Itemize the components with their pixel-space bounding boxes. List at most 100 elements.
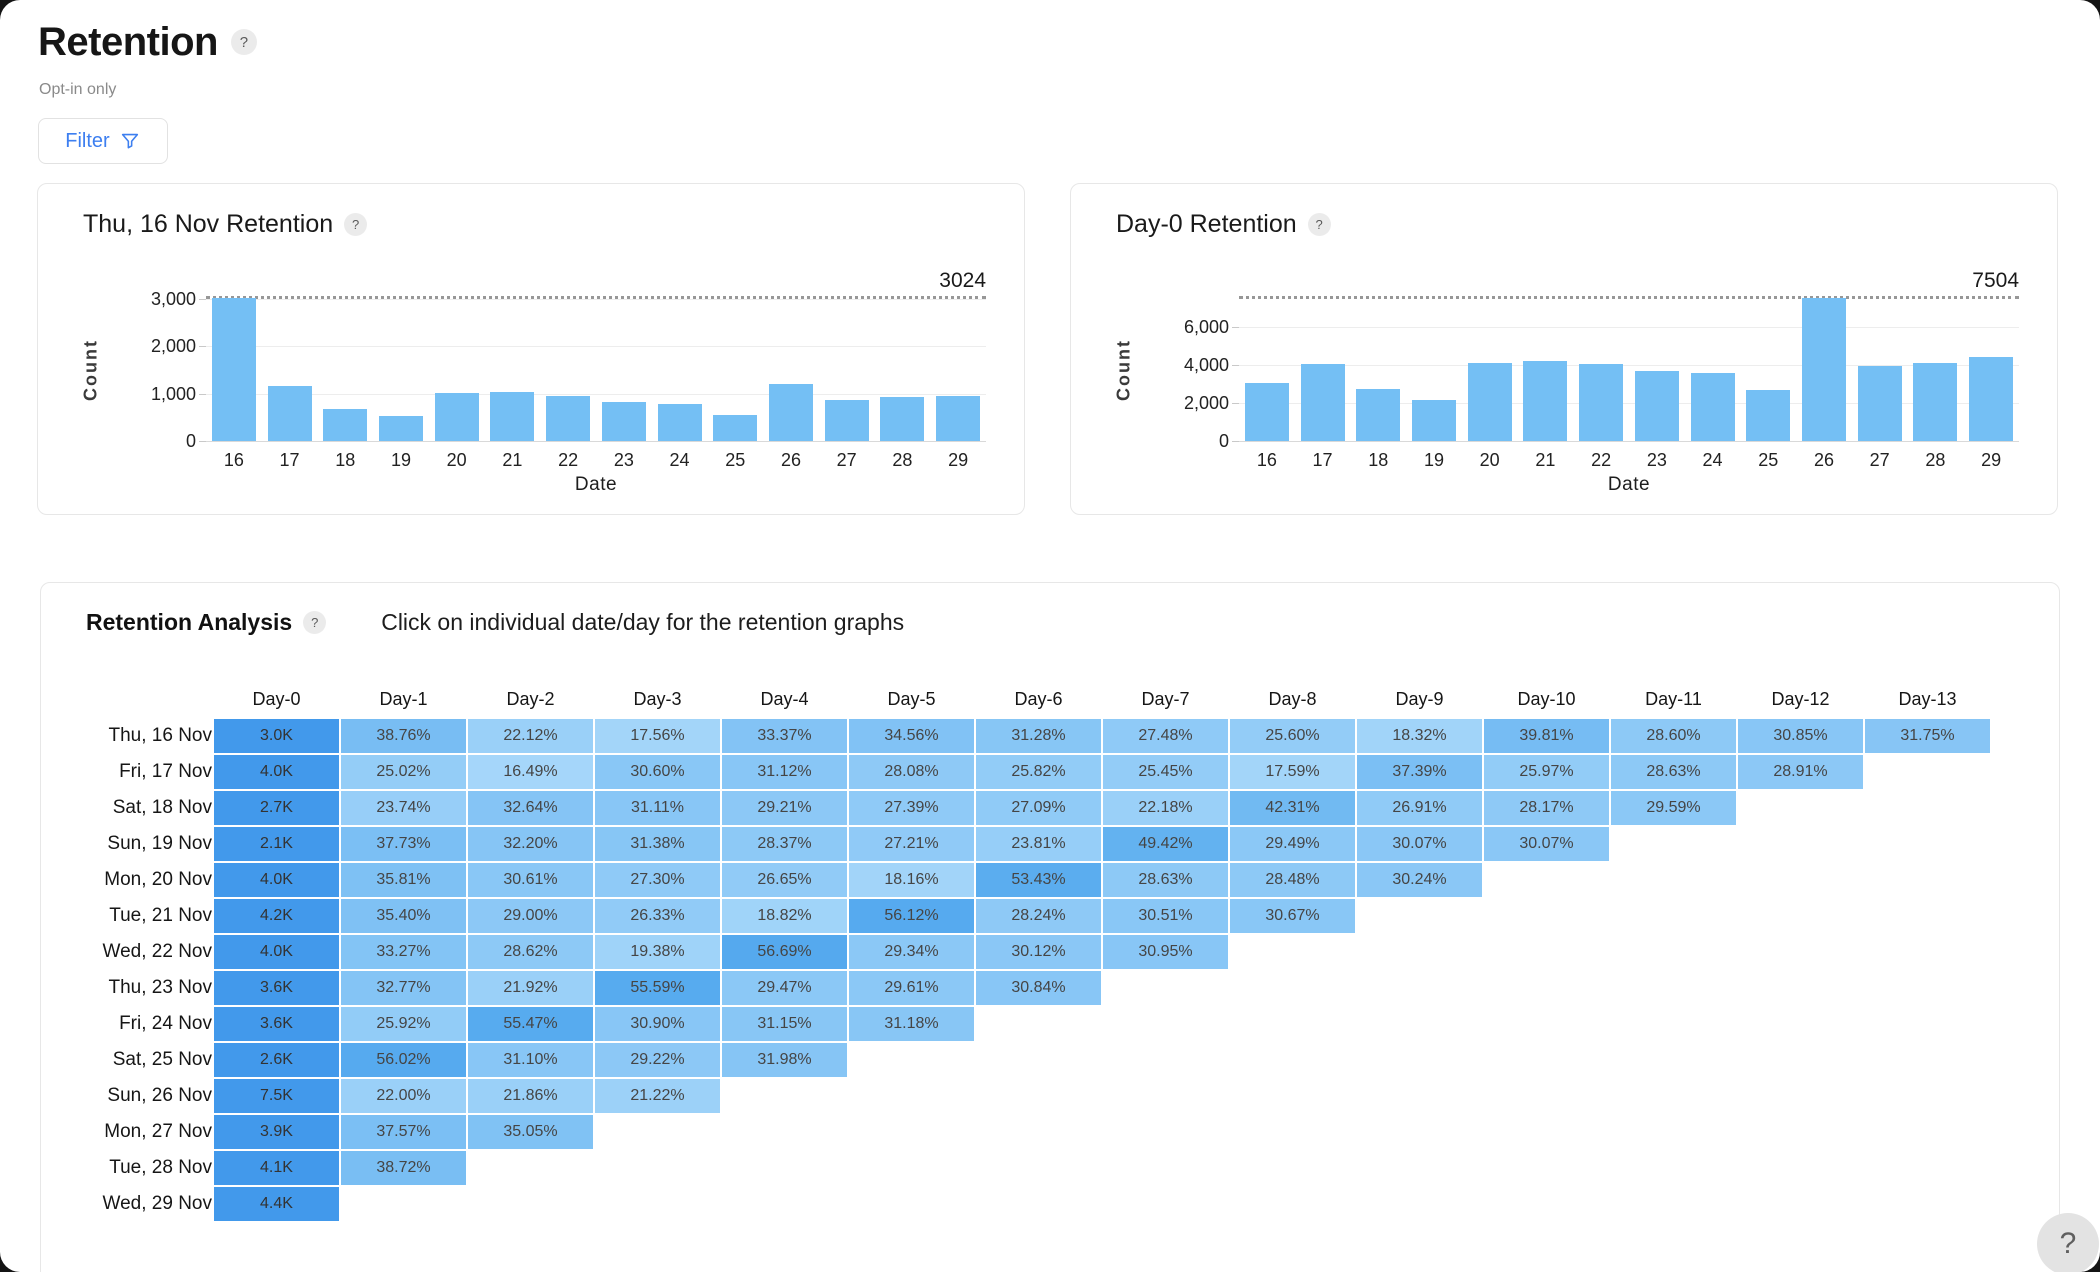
- retention-cell[interactable]: 23.81%: [976, 827, 1101, 861]
- row-label[interactable]: Tue, 21 Nov: [109, 905, 212, 926]
- retention-cell[interactable]: 25.02%: [341, 755, 466, 789]
- x-tick-label[interactable]: 26: [1813, 450, 1834, 470]
- bar-16[interactable]: [211, 298, 256, 441]
- bar-16[interactable]: [1244, 383, 1289, 441]
- retention-cell[interactable]: 16.49%: [468, 755, 593, 789]
- column-header-day-3[interactable]: Day-3: [633, 689, 682, 709]
- retention-cell[interactable]: 55.47%: [468, 1007, 593, 1041]
- retention-cell[interactable]: 33.37%: [722, 719, 847, 753]
- bar-25[interactable]: [1746, 390, 1791, 441]
- retention-cell[interactable]: 29.59%: [1611, 791, 1736, 825]
- x-tick-label[interactable]: 23: [613, 450, 634, 470]
- day0-cell[interactable]: 2.7K: [214, 791, 339, 825]
- retention-cell[interactable]: 29.34%: [849, 935, 974, 969]
- retention-cell[interactable]: 21.86%: [468, 1079, 593, 1113]
- x-tick-label[interactable]: 21: [502, 450, 523, 470]
- retention-cell[interactable]: 21.92%: [468, 971, 593, 1005]
- retention-cell[interactable]: 25.45%: [1103, 755, 1228, 789]
- retention-cell[interactable]: 34.56%: [849, 719, 974, 753]
- bar-20[interactable]: [1467, 363, 1512, 441]
- retention-cell[interactable]: 25.60%: [1230, 719, 1355, 753]
- retention-cell[interactable]: 28.37%: [722, 827, 847, 861]
- day0-cell[interactable]: 4.1K: [214, 1151, 339, 1185]
- row-label[interactable]: Sat, 18 Nov: [112, 797, 212, 818]
- retention-cell[interactable]: 25.97%: [1484, 755, 1609, 789]
- column-header-day-1[interactable]: Day-1: [379, 689, 428, 709]
- column-header-day-0[interactable]: Day-0: [252, 689, 301, 709]
- bar-24[interactable]: [1690, 372, 1735, 441]
- retention-cell[interactable]: 27.39%: [849, 791, 974, 825]
- retention-cell[interactable]: 18.16%: [849, 863, 974, 897]
- retention-cell[interactable]: 26.33%: [595, 899, 720, 933]
- x-tick-label[interactable]: 17: [1312, 450, 1333, 470]
- retention-cell[interactable]: 28.08%: [849, 755, 974, 789]
- retention-cell[interactable]: 56.12%: [849, 899, 974, 933]
- table-help-icon[interactable]: ?: [303, 611, 327, 634]
- retention-cell[interactable]: 35.40%: [341, 899, 466, 933]
- bar-24[interactable]: [657, 404, 702, 441]
- row-label[interactable]: Thu, 23 Nov: [108, 977, 213, 998]
- chart-help-icon[interactable]: ?: [1307, 213, 1331, 236]
- retention-cell[interactable]: 49.42%: [1103, 827, 1228, 861]
- retention-cell[interactable]: 39.81%: [1484, 719, 1609, 753]
- retention-cell[interactable]: 22.18%: [1103, 791, 1228, 825]
- filter-button[interactable]: Filter: [38, 118, 168, 164]
- retention-cell[interactable]: 28.91%: [1738, 755, 1863, 789]
- retention-cell[interactable]: 29.22%: [595, 1043, 720, 1077]
- retention-cell[interactable]: 37.57%: [341, 1115, 466, 1149]
- x-tick-label[interactable]: 23: [1646, 450, 1667, 470]
- retention-cell[interactable]: 29.47%: [722, 971, 847, 1005]
- column-header-day-10[interactable]: Day-10: [1517, 689, 1576, 709]
- row-label[interactable]: Thu, 16 Nov: [108, 725, 213, 746]
- day0-cell[interactable]: 3.0K: [214, 719, 339, 753]
- column-header-day-7[interactable]: Day-7: [1141, 689, 1190, 709]
- retention-cell[interactable]: 30.61%: [468, 863, 593, 897]
- x-tick-label[interactable]: 24: [1702, 450, 1723, 470]
- row-label[interactable]: Sun, 26 Nov: [107, 1085, 212, 1106]
- retention-cell[interactable]: 19.38%: [595, 935, 720, 969]
- retention-cell[interactable]: 29.00%: [468, 899, 593, 933]
- column-header-day-12[interactable]: Day-12: [1771, 689, 1830, 709]
- bar-21[interactable]: [1523, 360, 1568, 441]
- retention-cell[interactable]: 30.67%: [1230, 899, 1355, 933]
- retention-cell[interactable]: 27.09%: [976, 791, 1101, 825]
- day0-cell[interactable]: 3.6K: [214, 1007, 339, 1041]
- retention-cell[interactable]: 31.75%: [1865, 719, 1990, 753]
- retention-cell[interactable]: 28.62%: [468, 935, 593, 969]
- retention-cell[interactable]: 18.82%: [722, 899, 847, 933]
- x-tick-label[interactable]: 29: [1981, 450, 2002, 470]
- retention-cell[interactable]: 25.82%: [976, 755, 1101, 789]
- bar-29[interactable]: [936, 395, 981, 441]
- retention-cell[interactable]: 27.48%: [1103, 719, 1228, 753]
- day0-cell[interactable]: 4.2K: [214, 899, 339, 933]
- bar-27[interactable]: [1857, 366, 1902, 441]
- bar-18[interactable]: [1356, 388, 1401, 441]
- bar-28[interactable]: [880, 396, 925, 441]
- retention-cell[interactable]: 25.92%: [341, 1007, 466, 1041]
- row-label[interactable]: Wed, 22 Nov: [102, 941, 212, 962]
- x-tick-label[interactable]: 26: [780, 450, 801, 470]
- retention-cell[interactable]: 35.81%: [341, 863, 466, 897]
- retention-cell[interactable]: 32.77%: [341, 971, 466, 1005]
- retention-cell[interactable]: 31.18%: [849, 1007, 974, 1041]
- bar-17[interactable]: [1300, 363, 1345, 441]
- retention-cell[interactable]: 33.27%: [341, 935, 466, 969]
- bar-20[interactable]: [434, 393, 479, 441]
- x-tick-label[interactable]: 29: [948, 450, 969, 470]
- retention-cell[interactable]: 30.51%: [1103, 899, 1228, 933]
- retention-cell[interactable]: 42.31%: [1230, 791, 1355, 825]
- retention-cell[interactable]: 31.12%: [722, 755, 847, 789]
- retention-cell[interactable]: 21.22%: [595, 1079, 720, 1113]
- retention-cell[interactable]: 31.28%: [976, 719, 1101, 753]
- x-tick-label[interactable]: 28: [1925, 450, 1946, 470]
- x-tick-label[interactable]: 16: [223, 450, 244, 470]
- x-tick-label[interactable]: 20: [446, 450, 467, 470]
- row-label[interactable]: Wed, 29 Nov: [102, 1193, 212, 1214]
- day0-cell[interactable]: 4.0K: [214, 755, 339, 789]
- bar-22[interactable]: [546, 396, 591, 441]
- retention-cell[interactable]: 17.59%: [1230, 755, 1355, 789]
- retention-cell[interactable]: 22.00%: [341, 1079, 466, 1113]
- x-tick-label[interactable]: 24: [669, 450, 690, 470]
- day0-cell[interactable]: 2.6K: [214, 1043, 339, 1077]
- x-tick-label[interactable]: 20: [1479, 450, 1500, 470]
